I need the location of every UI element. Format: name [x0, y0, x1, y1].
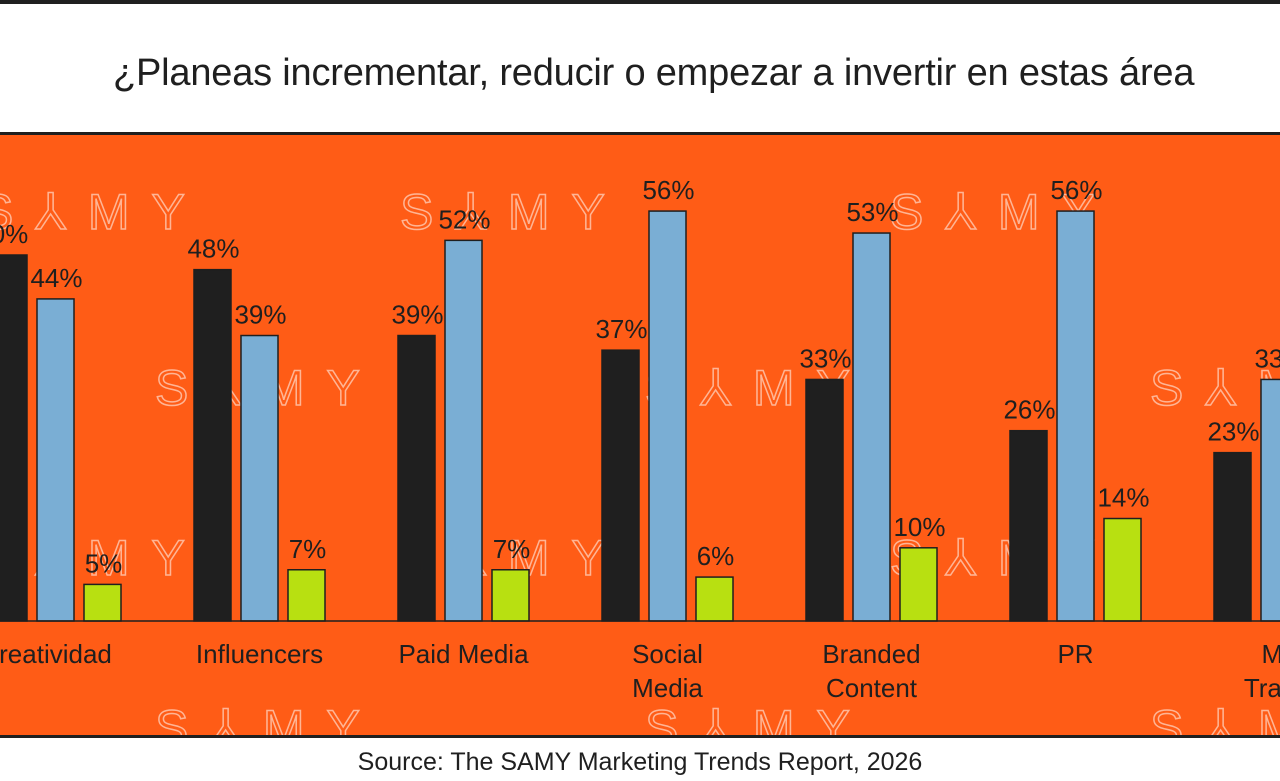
category-label: PR — [1057, 639, 1093, 669]
value-label: 44% — [30, 263, 82, 293]
value-label: 10% — [893, 512, 945, 542]
category-label: Social — [632, 639, 703, 669]
value-label: 39% — [234, 300, 286, 330]
value-label: 52% — [438, 204, 490, 234]
value-label: 7% — [289, 534, 327, 564]
category-label: Paid Media — [398, 639, 529, 669]
bar — [287, 569, 326, 622]
bar — [83, 583, 122, 622]
top-rule — [0, 0, 1280, 4]
bar — [1009, 429, 1048, 622]
bar — [648, 210, 687, 622]
category-label: Me — [1261, 639, 1280, 669]
value-label: 37% — [595, 314, 647, 344]
bar — [444, 239, 483, 622]
value-label: 39% — [391, 300, 443, 330]
value-label: 6% — [697, 541, 735, 571]
bar — [1103, 517, 1142, 622]
bar — [36, 298, 75, 622]
bar — [805, 378, 844, 622]
bar — [1213, 451, 1252, 622]
value-label: 14% — [1097, 483, 1149, 513]
watermark-text: S⅄MY — [1150, 700, 1280, 735]
category-labels-layer: reatividad Influencers Paid Media Social Med… — [0, 639, 1280, 703]
value-labels-layer: 0%44% 5% 48% 39% 7% 39% 52% 7% 37% 56% 6% 33% 53% 10%… — [0, 175, 1280, 578]
bar — [240, 334, 279, 622]
watermark-text: S⅄MY — [1150, 360, 1280, 416]
value-label: 7% — [493, 534, 531, 564]
bar — [852, 232, 891, 622]
source-caption: Source: The SAMY Marketing Trends Report… — [357, 748, 923, 776]
watermark-text: S⅄MY — [155, 700, 382, 735]
value-label: 26% — [1003, 395, 1055, 425]
chart-title: ¿Planeas incrementar, reducir o empezar … — [113, 52, 1195, 94]
bar — [695, 576, 734, 622]
bar — [397, 334, 436, 622]
category-label: reatividad — [0, 639, 112, 669]
category-label: Media — [632, 673, 703, 703]
bar — [1056, 210, 1095, 622]
watermark-text: S⅄MY — [400, 184, 627, 240]
bar — [1260, 378, 1280, 622]
watermark-text: S⅄MY — [645, 700, 872, 735]
value-label: 0% — [0, 219, 28, 249]
value-label: 48% — [187, 234, 239, 264]
value-label: 33% — [799, 343, 851, 373]
value-label: 56% — [1050, 175, 1102, 205]
category-label: Tradic — [1244, 673, 1280, 703]
bar-chart: S⅄MYS⅄MYS⅄MYS⅄MYS⅄MYS⅄MYS⅄MYS⅄MYS⅄MYS⅄MY… — [0, 135, 1280, 735]
bar — [899, 547, 938, 622]
value-label: 5% — [85, 548, 123, 578]
category-label: Branded — [822, 639, 920, 669]
category-label: Influencers — [196, 639, 323, 669]
value-label: 33% — [1254, 343, 1280, 373]
watermark-text: S⅄MY — [0, 530, 207, 586]
chart-panel: S⅄MYS⅄MYS⅄MYS⅄MYS⅄MYS⅄MYS⅄MYS⅄MYS⅄MYS⅄MY… — [0, 132, 1280, 738]
bar — [601, 349, 640, 622]
value-label: 23% — [1207, 417, 1259, 447]
category-label: Content — [826, 673, 918, 703]
value-label: 53% — [846, 197, 898, 227]
bar — [491, 569, 530, 622]
watermark-text: S⅄MY — [0, 184, 207, 240]
bar — [0, 254, 28, 622]
bar — [193, 268, 232, 622]
value-label: 56% — [642, 175, 694, 205]
